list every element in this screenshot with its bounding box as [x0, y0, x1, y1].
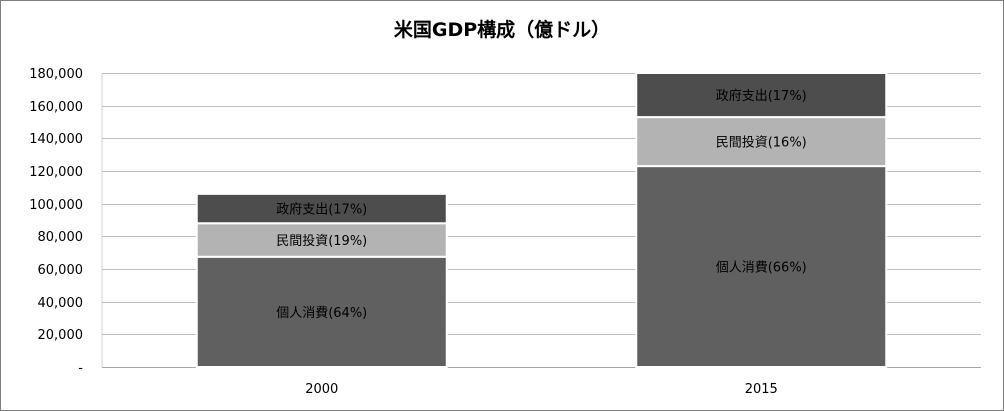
- bar-segment: [635, 165, 888, 368]
- y-tick-label: -: [78, 361, 83, 376]
- segment-label: 民間投資(16%): [716, 135, 807, 151]
- y-tick-label: 20,000: [38, 328, 84, 343]
- bar-segment: [195, 192, 448, 225]
- segment-label: 政府支出(17%): [716, 89, 807, 104]
- x-tick-label: 2015: [745, 382, 778, 397]
- y-tick-label: 100,000: [29, 198, 83, 213]
- segment-label: 民間投資(19%): [276, 233, 367, 249]
- bar-segment: [635, 116, 888, 168]
- bar-segment: [195, 255, 448, 368]
- y-tick-label: 160,000: [29, 100, 83, 115]
- segment-label: 個人消費(64%): [276, 306, 367, 321]
- bars: 個人消費(64%) 民間投資(19%) 政府支出(17%) 個人消費(66%) 民間投資…: [195, 72, 888, 368]
- y-tick-label: 60,000: [38, 263, 84, 278]
- segment-label: 政府支出(17%): [276, 203, 367, 218]
- x-axis: 2000 2015: [305, 382, 778, 397]
- y-tick-label: 120,000: [29, 165, 83, 180]
- y-tick-label: 140,000: [29, 132, 83, 147]
- x-tick-label: 2000: [305, 382, 338, 397]
- y-tick-label: 40,000: [38, 296, 84, 311]
- segment-label: 個人消費(66%): [716, 261, 807, 276]
- y-axis: - 20,000 40,000 60,000 80,000 100,000 120,000 1…: [29, 67, 83, 376]
- bar-segment: [195, 222, 448, 258]
- chart-title: 米国GDP構成（億ドル）: [393, 19, 611, 41]
- y-tick-label: 180,000: [29, 67, 83, 82]
- bar-segment: [635, 72, 888, 119]
- y-tick-label: 80,000: [38, 230, 84, 245]
